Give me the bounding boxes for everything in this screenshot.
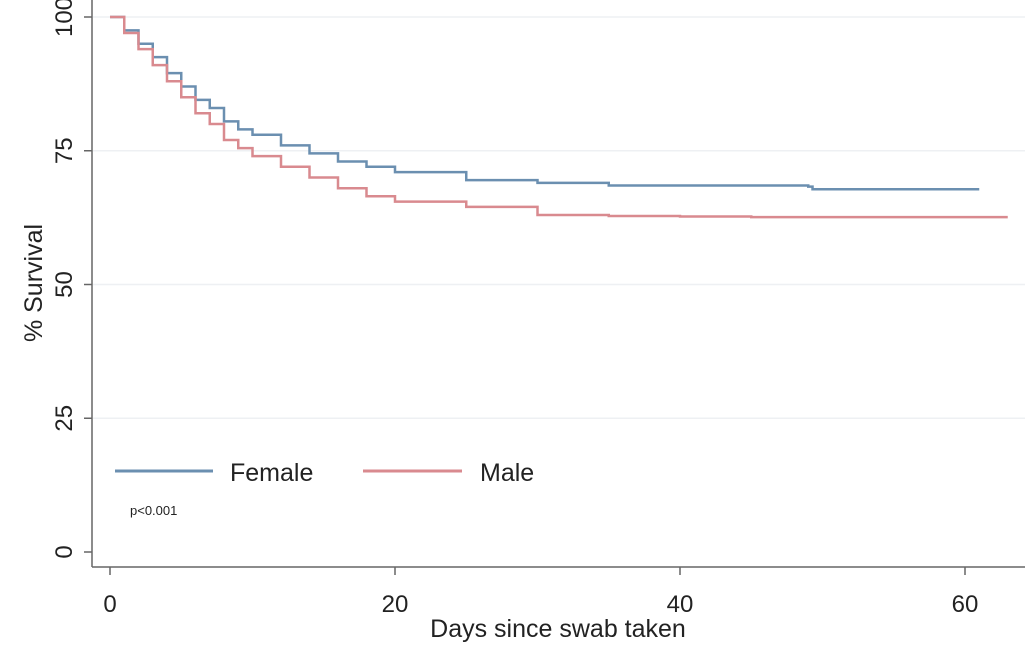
x-tick-label: 20	[382, 591, 409, 618]
y-tick-label: 75	[51, 137, 78, 164]
legend: Female Male	[115, 459, 534, 487]
x-tick-label: 0	[103, 591, 116, 618]
y-axis-title: % Survival	[20, 224, 48, 342]
x-axis-title: Days since swab taken	[430, 615, 686, 643]
series-line-male	[110, 15, 1008, 219]
x-tick-label: 60	[952, 591, 979, 618]
y-tick-label: 100	[51, 0, 78, 37]
survival-curves	[110, 15, 1008, 219]
p-value-annotation: p<0.001	[130, 503, 177, 518]
y-tick-label: 0	[51, 545, 78, 558]
legend-label-female: Female	[230, 459, 313, 487]
legend-label-male: Male	[480, 459, 534, 487]
axis-ticks: 0 25 50 75 100 0 20 40 60	[51, 0, 978, 618]
grid-lines	[93, 16, 1025, 419]
y-tick-label: 25	[51, 405, 78, 432]
x-tick-label: 40	[667, 591, 694, 618]
series-line-female	[110, 15, 980, 191]
y-tick-label: 50	[51, 271, 78, 298]
